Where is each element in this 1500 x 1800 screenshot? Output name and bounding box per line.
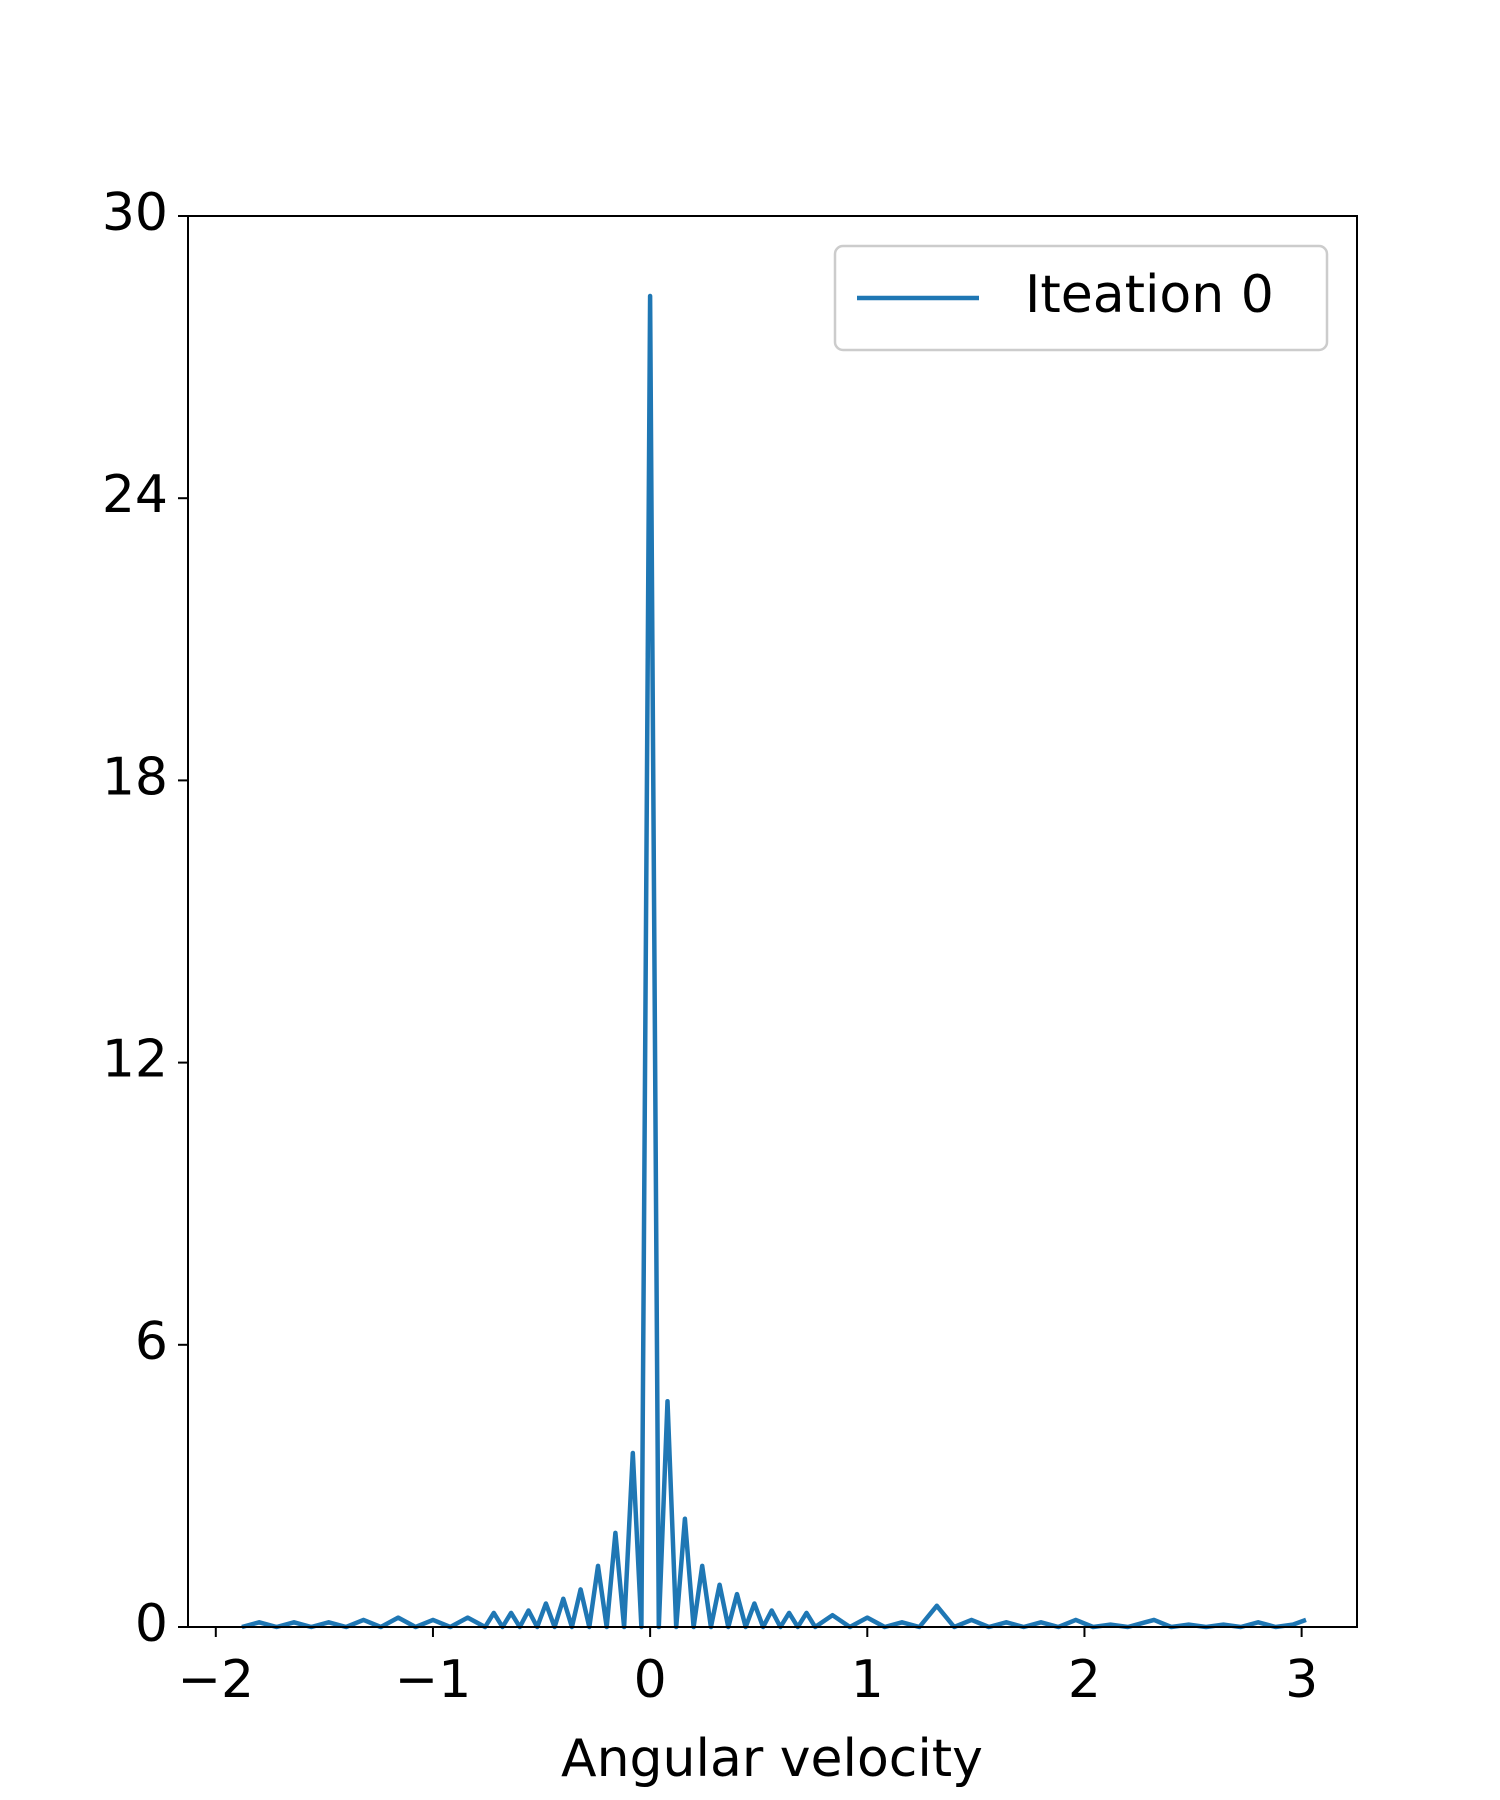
x-tick-label: 1 [851, 1650, 884, 1710]
x-tick-label: 0 [634, 1650, 667, 1710]
x-tick-label: 2 [1068, 1650, 1101, 1710]
y-tick-label: 12 [102, 1030, 168, 1090]
x-tick-label: −1 [395, 1650, 472, 1710]
y-tick-label: 30 [102, 183, 168, 243]
x-axis-label: Angular velocity [561, 1729, 983, 1789]
y-tick-label: 18 [102, 747, 168, 807]
x-tick-label: 3 [1285, 1650, 1318, 1710]
legend-label: Iteation 0 [1025, 265, 1274, 325]
y-tick-label: 24 [102, 465, 168, 525]
legend-box [833, 244, 1329, 352]
y-tick-label: 6 [135, 1312, 168, 1372]
data-line [241, 293, 1307, 1630]
y-tick-label: 0 [135, 1594, 168, 1654]
axes-frame [187, 215, 1358, 1628]
x-tick-label: −2 [177, 1650, 254, 1710]
